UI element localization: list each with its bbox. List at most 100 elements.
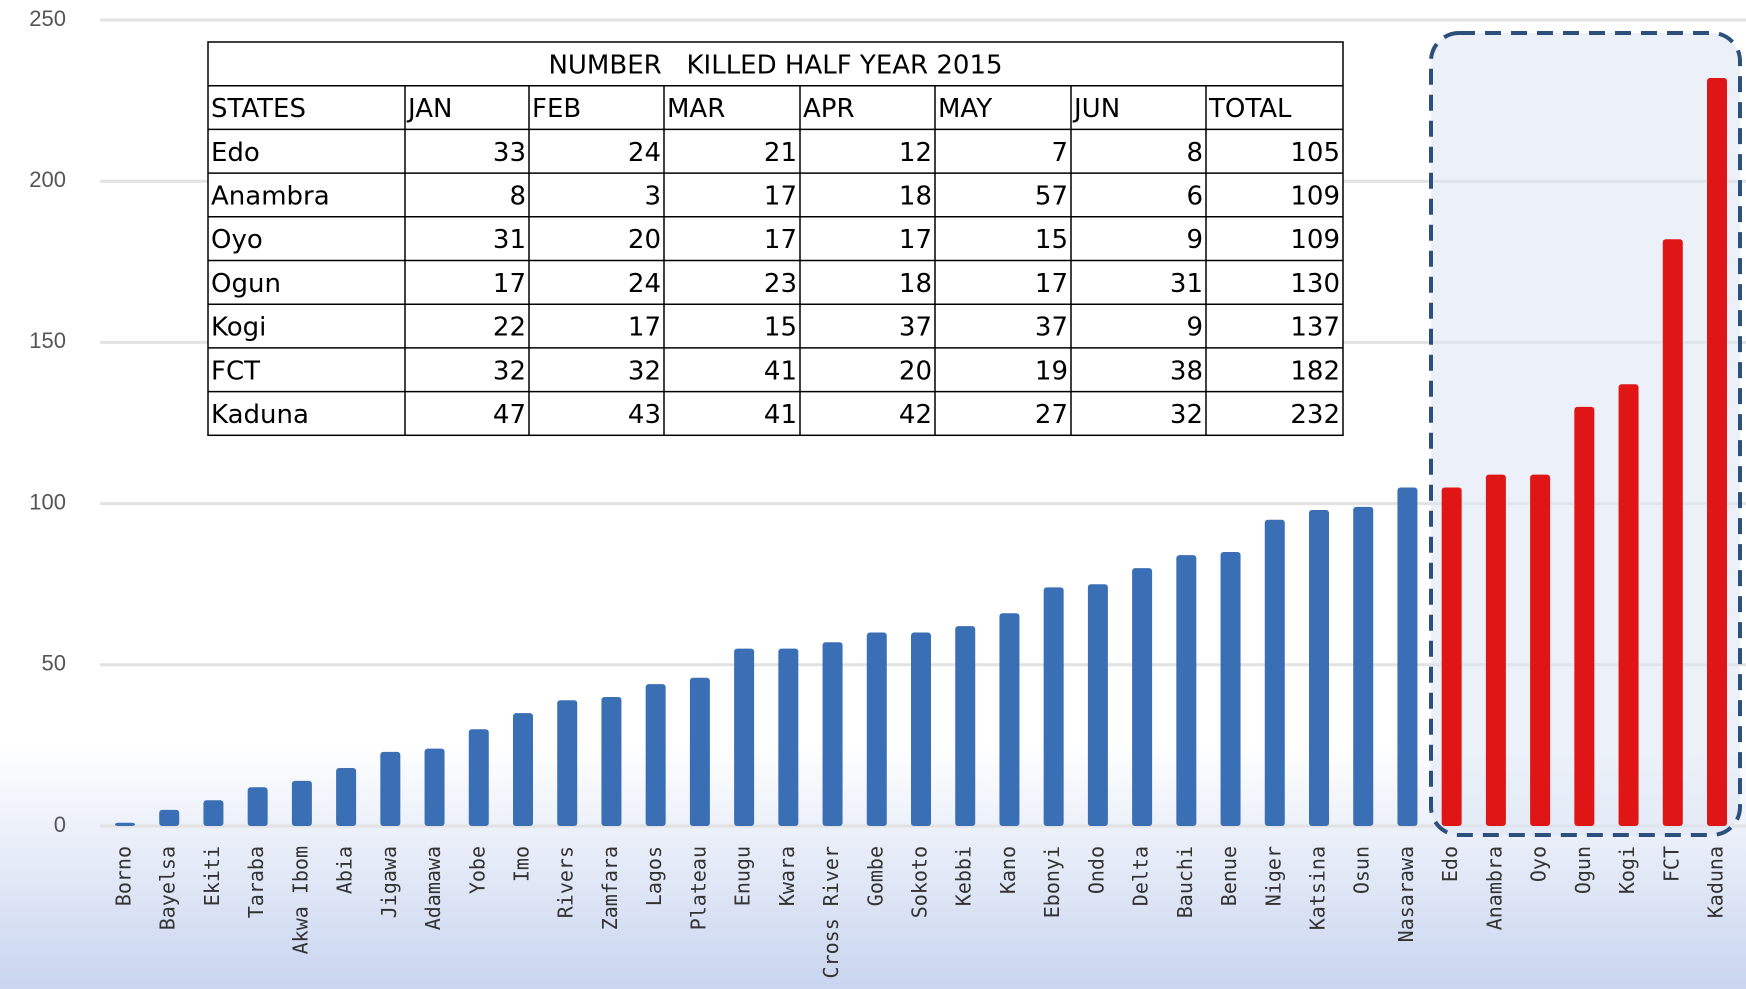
- column-header: MAY: [938, 94, 992, 124]
- bar: [955, 626, 976, 826]
- cell-state: Oyo: [211, 225, 263, 255]
- cell-number: 41: [764, 356, 797, 386]
- cell-number: 9: [1186, 313, 1203, 343]
- cell-number: 109: [1290, 181, 1340, 211]
- cell-state: Anambra: [211, 181, 330, 211]
- x-tick-label: Adamawa: [421, 846, 445, 930]
- x-tick-label: Imo: [510, 846, 534, 882]
- cell-number: 8: [1186, 138, 1203, 168]
- bar: [1309, 510, 1329, 826]
- bar: [1618, 384, 1639, 826]
- cell-state: Kaduna: [211, 400, 309, 430]
- bar: [645, 684, 666, 826]
- bar: [1397, 487, 1418, 826]
- column-header: JUN: [1072, 94, 1120, 124]
- bar: [115, 822, 135, 826]
- x-tick-label: Sokoto: [908, 846, 932, 918]
- bar: [1707, 78, 1727, 827]
- cell-number: 17: [1035, 269, 1068, 299]
- x-tick-label: Osun: [1350, 846, 1374, 894]
- cell-number: 31: [1170, 269, 1203, 299]
- bar: [1574, 406, 1595, 826]
- cell-number: 33: [493, 138, 526, 168]
- x-tick-label: Kano: [996, 846, 1020, 894]
- cell-number: 47: [493, 400, 526, 430]
- cell-number: 32: [628, 356, 661, 386]
- x-tick-label: Bayelsa: [156, 846, 180, 930]
- bar: [1264, 519, 1285, 826]
- x-tick-label: Yobe: [465, 846, 489, 894]
- cell-number: 17: [899, 225, 932, 255]
- x-tick-label: Enugu: [731, 846, 755, 906]
- bar: [1530, 474, 1551, 826]
- column-header: TOTAL: [1208, 94, 1292, 124]
- bar: [380, 751, 401, 826]
- bar: [734, 648, 755, 826]
- bar: [468, 729, 489, 826]
- x-tick-label: Delta: [1129, 846, 1153, 906]
- y-tick-label: 100: [29, 489, 66, 514]
- column-header: APR: [803, 94, 855, 124]
- cell-number: 37: [1035, 313, 1068, 343]
- cell-state: Kogi: [211, 313, 266, 343]
- cell-number: 12: [899, 138, 932, 168]
- cell-number: 17: [764, 225, 797, 255]
- cell-number: 57: [1035, 181, 1068, 211]
- cell-number: 15: [764, 313, 797, 343]
- cell-number: 9: [1186, 225, 1203, 255]
- cell-number: 21: [764, 138, 797, 168]
- bar: [513, 713, 533, 826]
- bar: [203, 800, 224, 826]
- bar: [999, 613, 1020, 826]
- cell-number: 24: [628, 269, 661, 299]
- x-tick-label: Zamfara: [598, 846, 622, 930]
- cell-state: Ogun: [211, 269, 281, 299]
- x-tick-label: Lagos: [642, 846, 666, 906]
- bar: [1441, 487, 1462, 826]
- cell-number: 27: [1035, 400, 1068, 430]
- cell-number: 38: [1170, 356, 1203, 386]
- bar: [1087, 584, 1108, 826]
- x-tick-label: Jigawa: [377, 846, 401, 918]
- bar: [601, 697, 622, 826]
- x-tick-label: Ebonyi: [1040, 846, 1064, 918]
- cell-number: 23: [764, 269, 797, 299]
- table-title: NUMBER KILLED HALF YEAR 2015: [548, 50, 1002, 80]
- cell-number: 6: [1186, 181, 1203, 211]
- x-tick-label: Benue: [1217, 846, 1241, 906]
- x-tick-label: Borno: [112, 846, 136, 906]
- x-tick-label: Gombe: [863, 846, 887, 906]
- cell-number: 8: [509, 181, 526, 211]
- table-frame: [207, 41, 1344, 437]
- x-tick-label: Ondo: [1084, 846, 1108, 894]
- x-tick-label: Taraba: [244, 846, 268, 918]
- x-tick-label: Kwara: [775, 846, 799, 906]
- x-tick-label: Kaduna: [1704, 846, 1728, 918]
- cell-number: 182: [1290, 356, 1340, 386]
- column-header: STATES: [211, 94, 306, 124]
- x-tick-label: FCT: [1659, 846, 1683, 882]
- y-tick-label: 50: [42, 651, 66, 676]
- cell-number: 19: [1035, 356, 1068, 386]
- cell-number: 24: [628, 138, 661, 168]
- cell-state: Edo: [211, 138, 260, 168]
- bar: [1662, 239, 1683, 826]
- y-tick-label: 250: [29, 6, 66, 31]
- cell-number: 17: [764, 181, 797, 211]
- bar: [1220, 551, 1241, 826]
- bar: [291, 780, 312, 826]
- y-tick-label: 200: [29, 167, 66, 192]
- bar: [159, 809, 180, 826]
- x-tick-label: Akwa Ibom: [288, 846, 312, 954]
- y-tick-label: 0: [54, 812, 66, 837]
- bar: [424, 748, 445, 826]
- cell-number: 32: [493, 356, 526, 386]
- x-tick-label: Rivers: [554, 846, 578, 918]
- bar: [778, 648, 799, 826]
- bar: [1353, 506, 1374, 826]
- x-tick-label: Anambra: [1482, 846, 1506, 930]
- cell-number: 17: [493, 269, 526, 299]
- cell-number: 105: [1290, 138, 1340, 168]
- bar: [1043, 587, 1064, 826]
- y-tick-label: 150: [29, 328, 66, 353]
